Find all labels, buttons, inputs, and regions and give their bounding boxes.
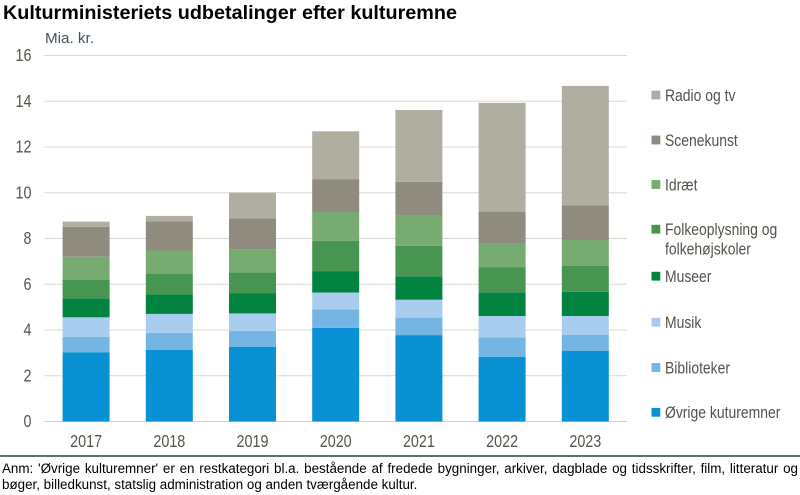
svg-text:Radio og tv: Radio og tv	[665, 87, 736, 106]
svg-text:10: 10	[16, 184, 32, 203]
svg-text:Biblioteker: Biblioteker	[665, 359, 730, 378]
svg-text:2017: 2017	[70, 433, 102, 452]
svg-text:2022: 2022	[486, 433, 518, 452]
svg-text:12: 12	[16, 138, 32, 157]
svg-text:2020: 2020	[320, 433, 352, 452]
svg-text:14: 14	[16, 93, 32, 112]
svg-text:Scenekunst: Scenekunst	[665, 132, 738, 151]
svg-text:6: 6	[24, 276, 32, 295]
svg-text:2: 2	[24, 367, 32, 386]
svg-text:2018: 2018	[153, 433, 185, 452]
svg-text:16: 16	[16, 47, 32, 66]
svg-text:Mia. kr.: Mia. kr.	[45, 30, 94, 47]
svg-text:Museer: Museer	[665, 268, 711, 287]
svg-text:Musik: Musik	[665, 314, 702, 333]
svg-text:4: 4	[24, 321, 32, 340]
svg-text:folkehøjskoler: folkehøjskoler	[665, 240, 751, 259]
svg-text:0: 0	[24, 413, 32, 432]
svg-text:Idræt: Idræt	[665, 176, 698, 195]
svg-text:2021: 2021	[403, 433, 435, 452]
svg-text:Øvrige kuturemner: Øvrige kuturemner	[665, 404, 780, 423]
svg-text:8: 8	[24, 230, 32, 249]
svg-text:Folkeoplysning og: Folkeoplysning og	[665, 221, 777, 240]
svg-text:2019: 2019	[237, 433, 269, 452]
svg-text:2023: 2023	[569, 433, 601, 452]
